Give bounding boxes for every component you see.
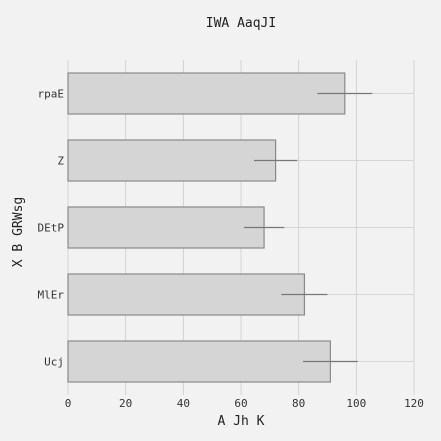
x-tick-labels: 0 20 40 60 80 100 120: [65, 397, 424, 410]
bar-DEtP: [67, 206, 265, 249]
y-tick-label: Z: [57, 155, 64, 168]
bar-Z: [67, 139, 277, 182]
x-tick-label: 20: [119, 397, 132, 410]
x-axis-label: A Jh K: [218, 414, 265, 429]
x-tick-label: 60: [234, 397, 247, 410]
bar-rpaE: [67, 72, 346, 115]
bar-Ucj: [67, 340, 331, 383]
chart-title: IWA AaqJI: [206, 16, 276, 31]
error-bars: [243, 92, 373, 363]
x-tick-label: 40: [177, 397, 190, 410]
y-tick-labels: rpaE Z DEtP MlEr Ucj: [38, 88, 65, 369]
y-axis-label: X B GRWsg: [11, 197, 26, 267]
y-tick-label: rpaE: [38, 88, 65, 101]
y-tick-label: MlEr: [38, 289, 65, 302]
x-tick-label: 80: [292, 397, 305, 410]
x-tick-label: 100: [346, 397, 366, 410]
bars: [67, 72, 346, 383]
y-tick-label: DEtP: [38, 222, 65, 235]
x-tick-label: 0: [65, 397, 72, 410]
x-tick-label: 120: [404, 397, 424, 410]
y-tick-label: Ucj: [44, 356, 64, 369]
bar-MlEr: [67, 273, 306, 316]
